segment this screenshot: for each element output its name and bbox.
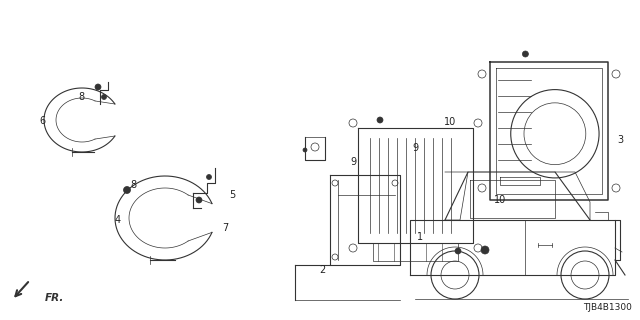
Text: 9: 9 (350, 157, 356, 167)
Circle shape (207, 174, 211, 180)
Circle shape (455, 248, 461, 254)
Circle shape (377, 117, 383, 123)
Circle shape (95, 84, 101, 90)
Text: 10: 10 (444, 117, 456, 127)
Circle shape (481, 246, 489, 254)
Circle shape (124, 187, 131, 194)
Text: 9: 9 (412, 143, 418, 153)
Text: TJB4B1300: TJB4B1300 (583, 303, 632, 312)
Circle shape (522, 51, 529, 57)
Circle shape (102, 94, 106, 100)
Text: 6: 6 (39, 116, 45, 126)
Text: 10: 10 (494, 195, 506, 205)
Text: 7: 7 (222, 223, 228, 233)
Text: 2: 2 (319, 265, 325, 275)
Text: 8: 8 (78, 92, 84, 102)
Text: 3: 3 (617, 135, 623, 145)
Text: 5: 5 (229, 190, 235, 200)
Circle shape (196, 197, 202, 203)
Text: 8: 8 (130, 180, 136, 190)
Text: 4: 4 (115, 215, 121, 225)
Text: 1: 1 (417, 232, 423, 242)
Circle shape (303, 148, 307, 152)
Text: FR.: FR. (45, 293, 65, 303)
